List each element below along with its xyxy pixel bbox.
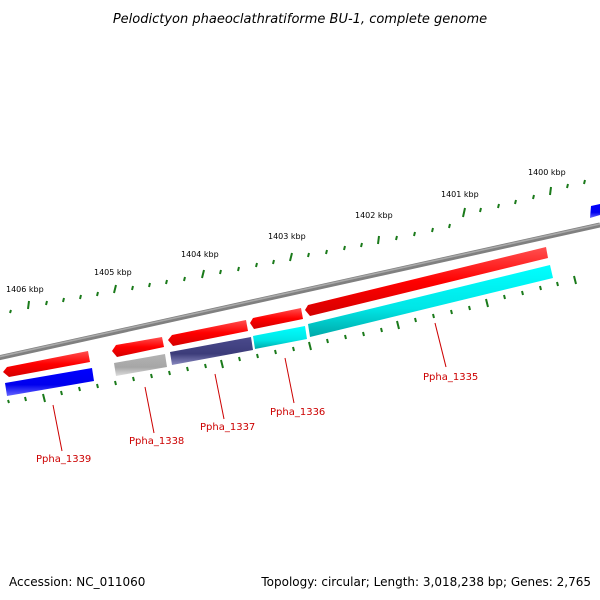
kbp-label: 1405 kbp bbox=[94, 268, 132, 277]
cds-ppha-1336 bbox=[250, 308, 303, 329]
outer-tick-ring bbox=[9, 179, 586, 314]
gene-label-ppha-1336: Ppha_1336 bbox=[270, 407, 325, 418]
cds-ppha-1338 bbox=[112, 337, 164, 357]
gene-label-ppha-1335: Ppha_1335 bbox=[423, 372, 478, 383]
gene-label-ppha-1339: Ppha_1339 bbox=[36, 454, 91, 465]
cds-ppha-1335 bbox=[305, 247, 548, 316]
gene-partial-right bbox=[590, 204, 600, 218]
class-block-ppha-1337 bbox=[170, 337, 253, 365]
inner-tick-ring bbox=[7, 275, 577, 404]
kbp-label: 1404 kbp bbox=[181, 250, 219, 259]
kbp-label: 1403 kbp bbox=[268, 232, 306, 241]
kbp-labels: 1406 kbp 1405 kbp 1404 kbp 1403 kbp 1402… bbox=[6, 168, 566, 294]
map-title: Pelodictyon phaeoclathratiforme BU-1, co… bbox=[113, 12, 487, 27]
cds-ppha-1337 bbox=[168, 320, 248, 346]
class-block-ppha-1339 bbox=[5, 368, 94, 396]
kbp-label: 1401 kbp bbox=[441, 190, 479, 199]
genome-summary-text: Topology: circular; Length: 3,018,238 bp… bbox=[260, 575, 591, 589]
gene-labels: Ppha_1339 Ppha_1338 Ppha_1337 Ppha_1336 … bbox=[36, 372, 478, 465]
class-block-ppha-1336 bbox=[253, 326, 307, 349]
genome-backbone bbox=[0, 222, 600, 361]
label-leaders bbox=[52, 322, 447, 452]
cds-ppha-1339 bbox=[3, 351, 90, 377]
kbp-label: 1406 kbp bbox=[6, 285, 44, 294]
class-block-ppha-1335 bbox=[308, 265, 553, 337]
kbp-label: 1402 kbp bbox=[355, 211, 393, 220]
gene-label-ppha-1338: Ppha_1338 bbox=[129, 436, 184, 447]
accession-text: Accession: NC_011060 bbox=[9, 575, 145, 589]
class-block-ppha-1338 bbox=[114, 354, 167, 376]
gene-class-track bbox=[5, 265, 553, 396]
kbp-label: 1400 kbp bbox=[528, 168, 566, 177]
gene-label-ppha-1337: Ppha_1337 bbox=[200, 422, 255, 433]
forward-cds-track bbox=[3, 247, 548, 377]
